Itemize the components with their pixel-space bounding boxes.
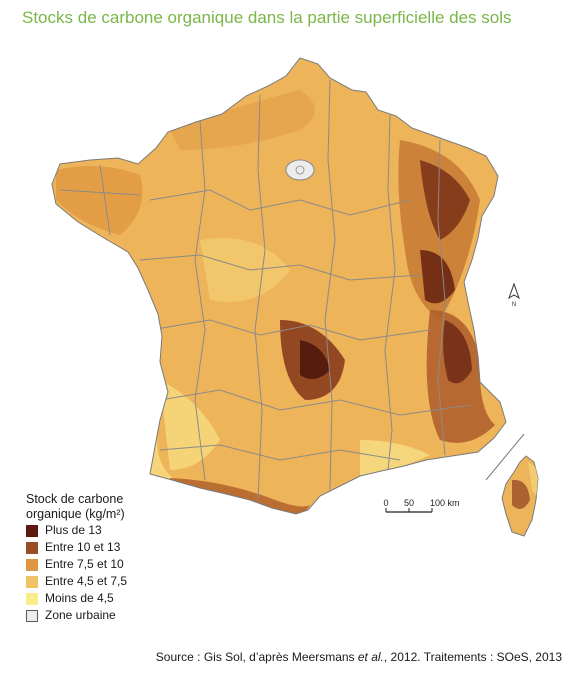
legend-label: Entre 4,5 et 7,5 [45, 574, 128, 588]
map-title: Stocks de carbone organique dans la part… [22, 8, 512, 27]
mainland-france [51, 57, 507, 515]
zone-high-alps [443, 320, 472, 384]
paris-inner-ring [295, 165, 305, 175]
source-prefix: Source : Gis Sol, d’après Meersmans [155, 650, 358, 664]
department-border [254, 94, 266, 501]
legend-item: Zone urbaine [26, 607, 206, 624]
legend-label: Entre 10 et 13 [45, 540, 121, 554]
legend-swatch [26, 592, 38, 605]
legend-items: Plus de 13 Entre 10 et 13 Entre 7,5 et 10 E… [26, 522, 206, 624]
corsica-high-zone [512, 479, 530, 509]
scale-label-100: 100 km [430, 498, 460, 508]
legend: Stock de carbone organique (kg/m²) Plus … [26, 492, 206, 624]
zone-core-massif-central [300, 340, 330, 379]
legend-item: Moins de 4,5 [26, 590, 206, 607]
source-note: Source : Gis Sol, d’après Meersmans et a… [156, 650, 562, 664]
zone-high-vosges [420, 160, 470, 240]
legend-item: Entre 4,5 et 7,5 [26, 573, 206, 590]
department-border [324, 79, 336, 491]
north-arrow: N [508, 282, 520, 308]
north-arrow-glyph [508, 282, 520, 300]
legend-title-line1: Stock de carbone [26, 492, 124, 506]
scale-label-0: 0 [383, 498, 388, 508]
zone-light-southwest [160, 380, 220, 470]
department-border [384, 114, 396, 471]
zone-light-mediterranean [360, 440, 430, 476]
legend-label: Plus de 13 [45, 523, 102, 537]
legend-label: Entre 7,5 et 10 [45, 557, 124, 571]
legend-item: Entre 7,5 et 10 [26, 556, 206, 573]
paris-urban-zone [285, 159, 315, 181]
mainland-base [52, 58, 506, 514]
department-border [149, 189, 411, 216]
department-borders [59, 79, 471, 501]
zone-high-jura [420, 250, 455, 304]
source-suffix: , 2012. Traitements : SOeS, 2013 [383, 650, 562, 664]
department-border [149, 319, 431, 341]
legend-swatch [26, 558, 38, 571]
department-border [159, 389, 471, 416]
department-border [194, 119, 206, 481]
department-border [139, 254, 421, 281]
legend-swatch [26, 609, 38, 622]
north-label: N [512, 302, 516, 308]
zone-medium-brittany [56, 166, 143, 235]
department-border [159, 444, 401, 461]
legend-label: Moins de 4,5 [45, 591, 114, 605]
zone-medium-north [170, 90, 315, 150]
legend-title-line2: organique (kg/m²) [26, 507, 125, 521]
department-border [437, 139, 446, 456]
legend-swatch [26, 575, 38, 588]
department-border [99, 164, 111, 236]
zone-light-center [200, 238, 290, 302]
department-border [59, 189, 141, 196]
carbon-zones [56, 90, 495, 514]
corsica [485, 433, 539, 537]
paris-urban-area [285, 159, 315, 181]
legend-item: Plus de 13 [26, 522, 206, 539]
source-italic: et al. [357, 650, 384, 664]
scale-bar: 0 50 100 km [383, 498, 460, 513]
corsica-inset-divider [485, 433, 525, 481]
legend-label: Zone urbaine [45, 608, 116, 622]
scale-label-50: 50 [404, 498, 414, 508]
mainland-outline [51, 57, 507, 515]
legend-item: Entre 10 et 13 [26, 539, 206, 556]
legend-swatch [26, 524, 38, 537]
legend-swatch [26, 541, 38, 554]
